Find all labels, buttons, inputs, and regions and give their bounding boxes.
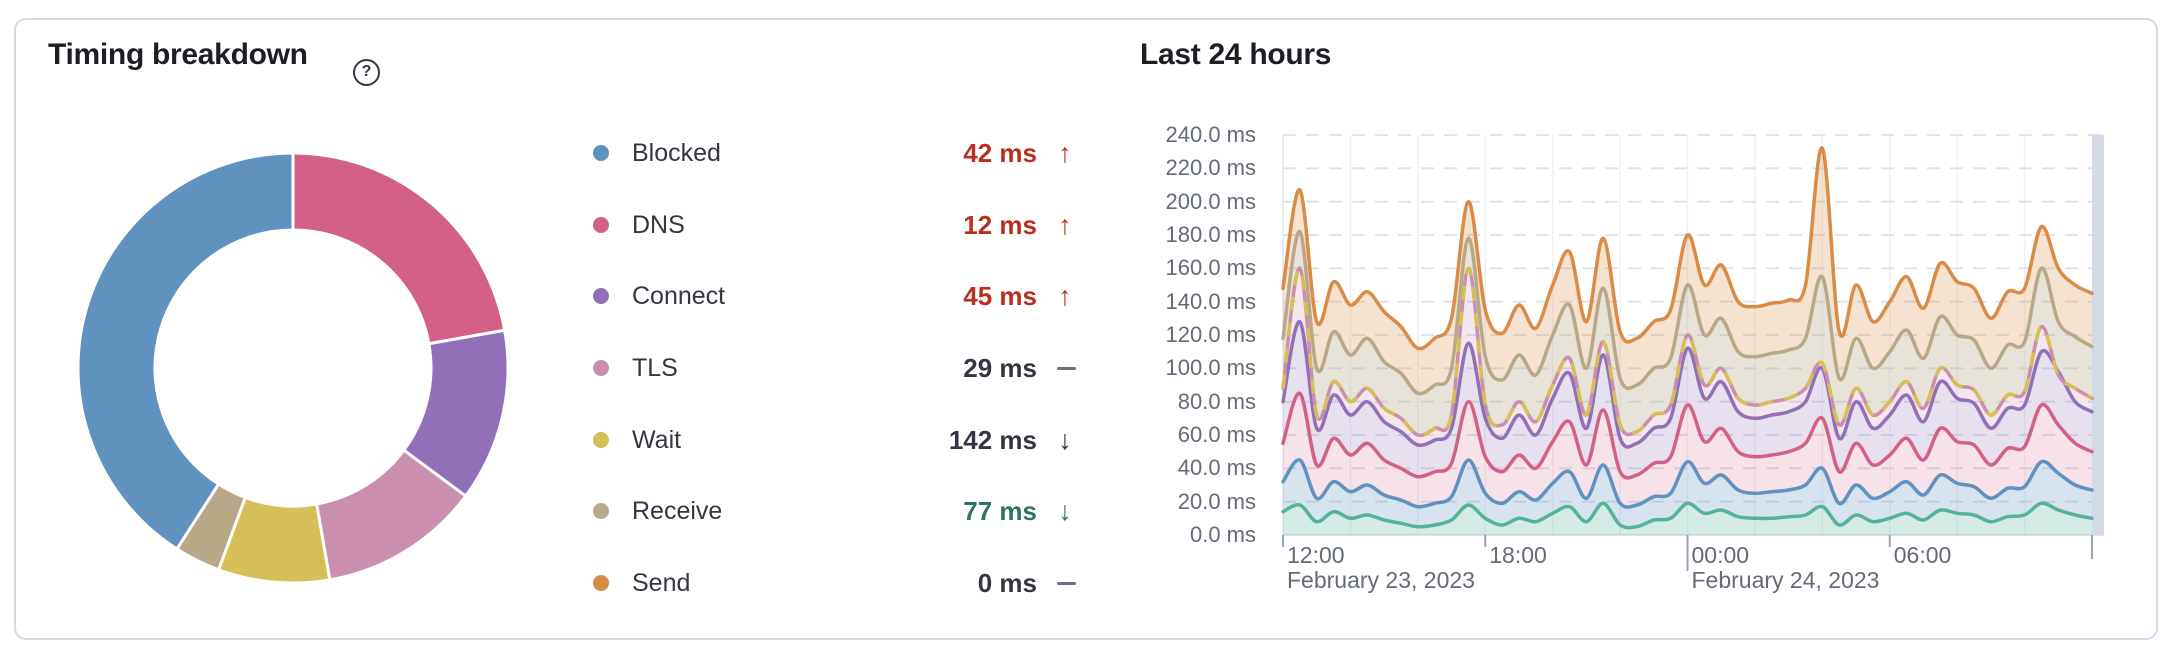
series-area-purple-connect — [1283, 321, 2092, 478]
x-axis-tick-label: 00:00 — [1691, 542, 1750, 568]
y-axis-tick-label: 200.0 ms — [1165, 188, 1257, 214]
series-area-pink-dns — [1283, 393, 2092, 508]
legend-label: Wait — [632, 425, 682, 454]
y-axis-tick-label: 100.0 ms — [1165, 355, 1257, 381]
y-axis-tick-label: 120.0 ms — [1165, 322, 1257, 347]
x-axis-tick-label: 06:00 — [1893, 542, 1952, 568]
legend-dot — [593, 288, 609, 305]
y-axis-tick-label: 220.0 ms — [1165, 155, 1257, 181]
legend-row-receive: Receive 77 ms ↓ — [585, 489, 1085, 533]
x-axis-date-label: February 24, 2023 — [1691, 567, 1880, 593]
legend-dot — [593, 503, 609, 520]
donut-slice-receive[interactable] — [291, 151, 507, 346]
duration-area-chart[interactable] — [1270, 120, 2145, 595]
legend-row-dns: DNS 12 ms ↑ — [585, 203, 1085, 247]
trend-flat-icon — [1057, 367, 1076, 370]
series-line-orange-total — [1281, 146, 2094, 351]
legend-value: 0 ms — [977, 568, 1037, 599]
current-time-band — [2092, 135, 2104, 535]
trend-up-icon: ↑ — [1058, 138, 1072, 168]
series-area-orange-total — [1283, 147, 2092, 394]
timing-section-title: Timing breakdown — [48, 38, 308, 71]
legend-label: Blocked — [632, 139, 721, 167]
trend-flat-icon — [1057, 582, 1076, 586]
y-axis-tick-label: 60.0 ms — [1177, 422, 1256, 447]
y-axis-tick-label: 40.0 ms — [1177, 455, 1256, 481]
y-axis-tick-label: 160.0 ms — [1165, 255, 1257, 281]
legend-dot — [593, 145, 609, 161]
trend-up-icon: ↑ — [1058, 281, 1072, 312]
x-axis-tick-label: 18:00 — [1489, 542, 1547, 568]
series-line-tan-receive — [1281, 229, 2094, 396]
legend-row-wait: Wait 142 ms ↓ — [585, 418, 1085, 462]
legend-row-blocked: Blocked 42 ms ↑ — [585, 131, 1085, 175]
legend-label: TLS — [632, 354, 678, 382]
series-line-pink-dns — [1281, 391, 2094, 480]
series-line-dash-overlay — [1281, 266, 2093, 438]
legend-label: Receive — [632, 497, 723, 526]
series-area-blue-blocked — [1283, 459, 2092, 528]
series-line-blue-blocked — [1281, 458, 2094, 509]
legend-dot — [593, 575, 609, 592]
timing-donut-chart[interactable] — [60, 135, 526, 601]
y-axis-tick-label: 0.0 ms — [1189, 522, 1256, 547]
legend-value: 77 ms — [963, 496, 1037, 527]
trend-down-icon: ↓ — [1058, 496, 1072, 527]
y-axis-tick-label: 20.0 ms — [1177, 488, 1256, 514]
y-axis-tick-label: 80.0 ms — [1177, 388, 1256, 414]
trend-up-icon: ↑ — [1058, 209, 1072, 240]
legend-label: DNS — [632, 210, 685, 239]
help-icon[interactable]: ? — [353, 59, 380, 86]
y-axis-tick-label: 180.0 ms — [1165, 222, 1257, 247]
donut-slice-wait[interactable] — [76, 151, 295, 551]
legend-row-connect: Connect 45 ms ↑ — [585, 274, 1085, 318]
y-axis-tick-label: 140.0 ms — [1165, 288, 1257, 314]
legend-row-send: Send 0 ms — [585, 561, 1085, 605]
series-line-purple-connect — [1281, 319, 2094, 449]
trend-down-icon: ↓ — [1058, 424, 1072, 455]
y-axis-tick-label: 240.0 ms — [1165, 122, 1257, 147]
legend-dot — [593, 360, 609, 376]
timing-legend: Blocked 42 ms ↑ DNS 12 ms ↑ Connect 45 ms ↑ TLS 29… — [585, 100, 1085, 620]
legend-label: Send — [632, 569, 691, 598]
legend-row-tls: TLS 29 ms — [585, 346, 1085, 390]
legend-label: Connect — [632, 282, 726, 311]
x-axis-date-label: February 23, 2023 — [1287, 567, 1475, 593]
series-area-teal-baseline — [1283, 503, 2092, 535]
legend-value: 12 ms — [963, 209, 1037, 240]
legend-dot — [593, 216, 609, 233]
legend-value: 142 ms — [948, 424, 1037, 455]
series-line-teal-baseline — [1281, 501, 2094, 530]
legend-value: 29 ms — [963, 353, 1037, 383]
legend-value: 45 ms — [963, 281, 1037, 312]
hours-section-title: Last 24 hours — [1140, 38, 1332, 71]
legend-dot — [593, 431, 609, 448]
legend-value: 42 ms — [963, 138, 1037, 168]
x-axis-tick-label: 12:00 — [1287, 542, 1345, 568]
